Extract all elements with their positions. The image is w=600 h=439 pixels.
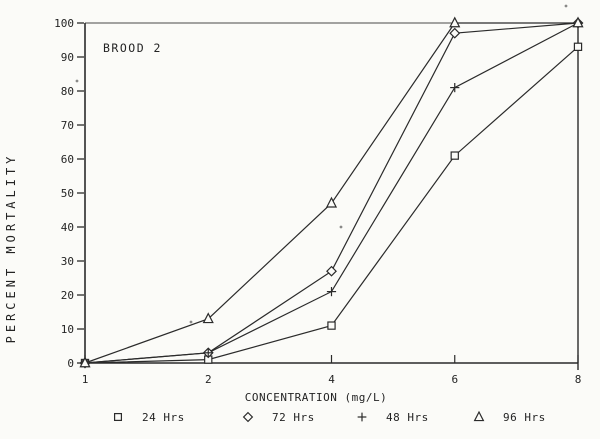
triangle-marker-icon	[449, 16, 461, 28]
x-axis-title: CONCENTRATION (mg/L)	[245, 391, 387, 404]
x-tick-label: 6	[451, 373, 458, 386]
series-line-72-hrs	[84, 22, 579, 364]
series-lines	[79, 16, 584, 369]
y-tick-label: 90	[61, 51, 74, 64]
square-marker-icon	[450, 151, 459, 160]
plot-frame	[84, 22, 579, 370]
legend-item-48-hrs: 48 Hrs	[357, 411, 429, 424]
x-tick-label: 8	[575, 373, 582, 386]
legend-label: 24 Hrs	[142, 411, 185, 424]
diamond-marker-icon	[449, 27, 461, 39]
scan-noise-specks	[75, 4, 568, 324]
y-tick-label: 100	[54, 17, 74, 30]
x-tick-label: 4	[328, 373, 335, 386]
chart-legend: 24 Hrs 72 Hrs 48 Hrs 96 Hrs	[113, 410, 546, 424]
diamond-marker-icon	[242, 411, 254, 423]
y-axis-ticks: 0 10 20 30 40 50 60 70 80 90 100	[54, 17, 84, 370]
x-axis-ticks: 1 2 4 6 8	[82, 355, 582, 386]
legend-label: 48 Hrs	[386, 411, 429, 424]
square-marker-icon	[573, 42, 583, 51]
triangle-marker-icon	[79, 356, 91, 368]
triangle-marker-icon	[325, 196, 338, 208]
y-tick-label: 70	[61, 119, 74, 132]
legend-item-96-hrs: 96 Hrs	[473, 410, 546, 424]
series-line-96-hrs	[84, 22, 578, 364]
x-tick-label: 2	[205, 373, 212, 386]
triangle-marker-icon	[572, 16, 584, 28]
y-tick-label: 10	[61, 323, 74, 336]
y-tick-label: 60	[61, 153, 74, 166]
square-marker-icon	[113, 412, 123, 422]
square-marker-icon	[327, 321, 336, 330]
y-tick-label: 30	[61, 255, 74, 268]
x-tick-label: 1	[82, 373, 89, 386]
diamond-marker-icon	[326, 265, 337, 277]
triangle-marker-icon	[473, 410, 485, 422]
y-tick-label: 80	[61, 85, 74, 98]
y-tick-label: 50	[61, 187, 74, 200]
scan-speck	[564, 4, 568, 8]
legend-label: 96 Hrs	[503, 411, 546, 424]
scan-speck	[339, 225, 343, 229]
y-axis-title: PERCENT MORTALITY	[4, 153, 18, 344]
y-tick-label: 20	[61, 289, 74, 302]
y-tick-label: 0	[67, 357, 74, 370]
y-tick-label: 40	[61, 221, 74, 234]
series-line-48-hrs	[84, 22, 579, 364]
legend-item-72-hrs: 72 Hrs	[242, 411, 315, 424]
legend-item-24-hrs: 24 Hrs	[113, 411, 185, 424]
triangle-marker-icon	[202, 312, 214, 324]
scan-speck	[189, 320, 193, 324]
brood-annotation: BROOD 2	[103, 41, 162, 55]
scan-speck	[75, 79, 79, 83]
legend-label: 72 Hrs	[272, 411, 315, 424]
